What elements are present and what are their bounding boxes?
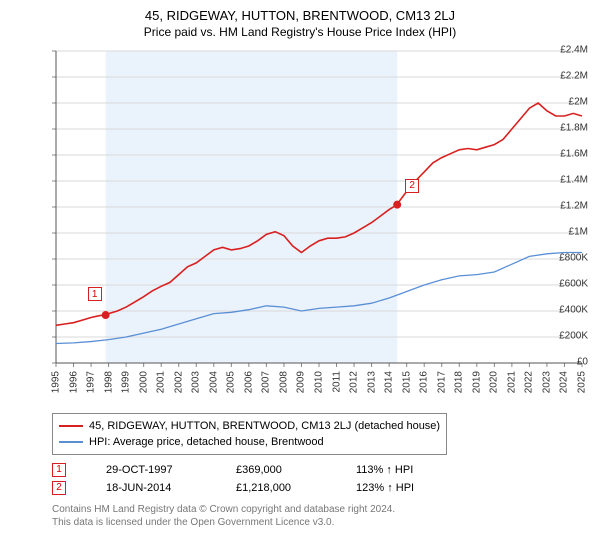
xtick-label: 2004 [208,371,219,393]
sale-pct: 113% ↑ HPI [356,461,413,479]
legend: 45, RIDGEWAY, HUTTON, BRENTWOOD, CM13 2L… [52,413,447,455]
ytick-label: £2.4M [550,45,588,56]
xtick-label: 2012 [349,371,360,393]
sale-date: 29-OCT-1997 [106,461,196,479]
xtick-label: 2018 [454,371,465,393]
xtick-label: 2013 [366,371,377,393]
xtick-label: 1997 [86,371,97,393]
xtick-label: 2022 [524,371,535,393]
xtick-label: 2016 [419,371,430,393]
sale-row: 1 29-OCT-1997 £369,000 113% ↑ HPI [52,461,588,479]
chart-svg [12,47,588,407]
sale-date: 18-JUN-2014 [106,479,196,497]
xtick-label: 2009 [296,371,307,393]
legend-swatch [59,425,83,427]
sale-id-marker: 2 [52,481,66,495]
ytick-label: £800K [550,253,588,264]
xtick-label: 2021 [506,371,517,393]
xtick-label: 1996 [68,371,79,393]
xtick-label: 2010 [314,371,325,393]
sale-pct: 123% ↑ HPI [356,479,414,497]
legend-item: HPI: Average price, detached house, Bren… [59,434,440,450]
footer: Contains HM Land Registry data © Crown c… [52,503,588,529]
xtick-label: 2017 [436,371,447,393]
xtick-label: 1998 [103,371,114,393]
legend-swatch [59,441,83,443]
xtick-label: 2007 [261,371,272,393]
xtick-label: 2011 [331,371,342,393]
xtick-label: 1995 [51,371,62,393]
footer-line: This data is licensed under the Open Gov… [52,516,588,529]
xtick-label: 2008 [278,371,289,393]
legend-item: 45, RIDGEWAY, HUTTON, BRENTWOOD, CM13 2L… [59,418,440,434]
xtick-label: 2025 [577,371,588,393]
sales-table: 1 29-OCT-1997 £369,000 113% ↑ HPI 2 18-JUN-20… [52,461,588,497]
xtick-label: 1999 [121,371,132,393]
xtick-label: 2020 [489,371,500,393]
xtick-label: 2014 [384,371,395,393]
legend-label: 45, RIDGEWAY, HUTTON, BRENTWOOD, CM13 2L… [89,418,440,434]
legend-label: HPI: Average price, detached house, Bren… [89,434,324,450]
xtick-label: 2003 [191,371,202,393]
ytick-label: £1M [550,227,588,238]
page-title: 45, RIDGEWAY, HUTTON, BRENTWOOD, CM13 2L… [12,8,588,23]
ytick-label: £1.4M [550,175,588,186]
sale-marker-box: 1 [88,287,102,301]
xtick-label: 2001 [156,371,167,393]
xtick-label: 2005 [226,371,237,393]
ytick-label: £2M [550,97,588,108]
chart: £0 £200K £400K £600K £800K £1M £1.2M £1.4M £1.6M… [12,47,588,407]
xtick-label: 2015 [401,371,412,393]
ytick-label: £1.8M [550,123,588,134]
xtick-label: 2006 [243,371,254,393]
ytick-label: £200K [550,331,588,342]
sale-price: £369,000 [236,461,316,479]
ytick-label: £0 [550,357,588,368]
sale-price: £1,218,000 [236,479,316,497]
sale-id-marker: 1 [52,463,66,477]
footer-line: Contains HM Land Registry data © Crown c… [52,503,588,516]
ytick-label: £2.2M [550,71,588,82]
xtick-label: 2019 [471,371,482,393]
page-subtitle: Price paid vs. HM Land Registry's House … [12,25,588,39]
xtick-label: 2002 [173,371,184,393]
ytick-label: £1.2M [550,201,588,212]
xtick-label: 2023 [541,371,552,393]
ytick-label: £600K [550,279,588,290]
sale-row: 2 18-JUN-2014 £1,218,000 123% ↑ HPI [52,479,588,497]
sale-marker-box: 2 [405,179,419,193]
xtick-label: 2024 [559,371,570,393]
ytick-label: £1.6M [550,149,588,160]
xtick-label: 2000 [138,371,149,393]
ytick-label: £400K [550,305,588,316]
